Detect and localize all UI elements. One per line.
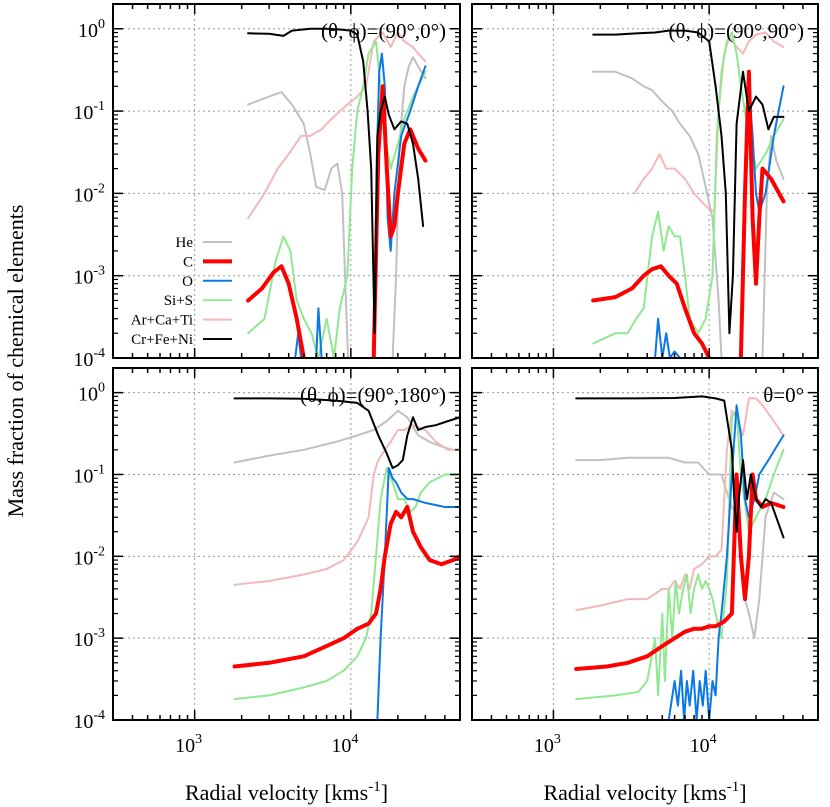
series-line-c: [371, 84, 428, 358]
panel-title: (θ, ϕ)=(90°,0°): [321, 19, 446, 43]
legend-label: Ar+Ca+Ti: [131, 313, 193, 329]
series-line-ar-ca-ti: [247, 31, 427, 220]
x-tick-label: 103: [175, 732, 202, 757]
series-line-cr-fe-ni: [592, 29, 785, 335]
series-line-c: [232, 505, 460, 669]
panel-2: (θ, ϕ)=(90°,90°): [471, 3, 819, 359]
panel-4: 103 104 Radial velocity [kms-1] θ=0°: [471, 367, 819, 805]
series-line-o: [376, 467, 460, 720]
y-tick-label: 100: [78, 17, 105, 42]
panel-frame: [112, 367, 461, 721]
panels: 100 10-1 10-2 10-3 10-4 (θ, ϕ)=(90°,0°) (θ, ϕ)…: [73, 3, 819, 805]
series-group: [246, 27, 428, 358]
series-line-cr-fe-ni: [575, 395, 785, 539]
series-line-he: [761, 134, 785, 358]
y-tick-label: 10-4: [73, 708, 105, 733]
y-tick-label: 10-3: [73, 626, 105, 651]
panel-title: θ=0°: [763, 383, 804, 407]
series-group: [232, 397, 460, 720]
panel-frame: [471, 3, 819, 359]
y-tick-label: 10-2: [73, 181, 105, 206]
series-line-he: [247, 91, 350, 358]
series-line-ar-ca-ti: [575, 397, 785, 612]
panel-title: (θ, ϕ)=(90°,90°): [669, 19, 804, 43]
series-line-he: [391, 56, 427, 358]
series-line-cr-fe-ni: [233, 397, 460, 469]
x-tick-label: 103: [534, 732, 561, 757]
panel-title: (θ, ϕ)=(90°,180°): [300, 383, 446, 407]
legend-label: O: [182, 274, 193, 290]
series-line-o: [654, 317, 681, 358]
series-line-o: [667, 404, 785, 720]
y-tick-label: 10-1: [73, 99, 105, 124]
legend-label: Si+S: [164, 293, 193, 309]
series-line-he: [233, 409, 460, 464]
legend: He CO Si+S Ar+Ca+Ti Cr+Fe+Ni: [131, 235, 232, 348]
series-line-si-s: [575, 409, 785, 701]
series-group: [591, 29, 786, 358]
y-tick-label: 10-3: [73, 264, 105, 289]
series-line-si-s: [233, 467, 460, 701]
series-line-o: [294, 307, 323, 358]
series-line-si-s: [247, 40, 427, 358]
y-tick-label: 10-2: [73, 544, 105, 569]
x-axis-label: Radial velocity [kms-1]: [543, 779, 746, 805]
x-tick-label: 104: [331, 732, 358, 757]
panel-1: 100 10-1 10-2 10-3 10-4 (θ, ϕ)=(90°,0°): [73, 3, 461, 371]
series-line-c: [591, 264, 712, 358]
x-axis-label: Radial velocity [kms-1]: [185, 779, 388, 805]
series-line-he: [592, 70, 723, 358]
legend-label: He: [176, 235, 194, 251]
y-tick-label: 10-4: [73, 346, 105, 371]
legend-label: Cr+Fe+Ni: [131, 332, 193, 348]
series-line-c: [246, 264, 306, 358]
series-line-c: [738, 69, 786, 358]
x-tick-label: 104: [690, 732, 717, 757]
legend-label: C: [183, 254, 193, 270]
panel-frame: [112, 3, 461, 359]
panel-3: 100 10-1 10-2 10-3 10-4 103 104 Radial velocity…: [73, 367, 461, 805]
series-line-c: [574, 472, 786, 671]
y-tick-label: 100: [78, 381, 105, 406]
series-line-ar-ca-ti: [233, 424, 460, 586]
y-tick-label: 10-1: [73, 462, 105, 487]
series-line-cr-fe-ni: [247, 27, 425, 335]
y-axis-label: Mass fraction of chemical elements: [3, 205, 28, 518]
series-line-he: [575, 456, 785, 640]
series-group: [574, 395, 786, 720]
panel-frame: [471, 367, 819, 721]
